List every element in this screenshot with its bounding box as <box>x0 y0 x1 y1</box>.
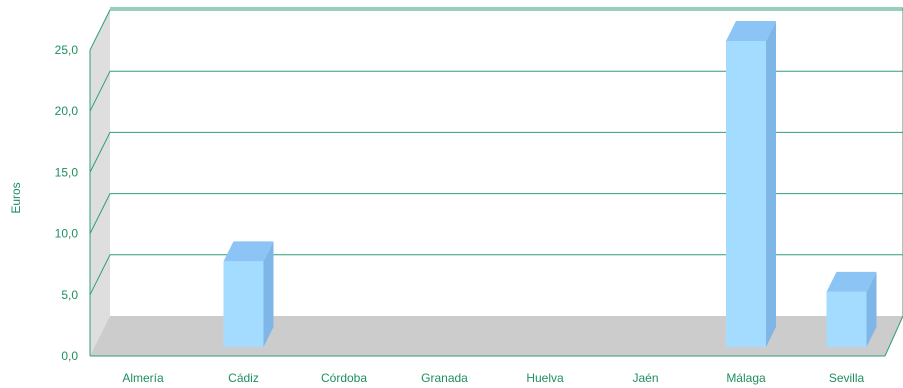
bar-side <box>866 271 877 347</box>
y-tick-label: 0,0 <box>61 349 78 363</box>
bar-side <box>766 21 776 347</box>
x-tick-label: Málaga <box>726 371 766 385</box>
x-tick-label: Jaén <box>632 371 658 385</box>
plot-background <box>90 7 903 356</box>
left-wall <box>90 8 110 356</box>
y-tick-label: 10,0 <box>55 227 79 241</box>
y-tick-label: 5,0 <box>61 288 78 302</box>
y-tick-label: 20,0 <box>55 104 79 118</box>
y-axis-ticks: 0,0 5,0 10,0 15,0 20,0 25,0 <box>55 43 79 363</box>
gridline <box>89 193 903 234</box>
bar-side <box>263 241 274 347</box>
gridline <box>89 9 903 51</box>
floor <box>90 316 903 356</box>
bar-top <box>826 271 877 292</box>
bar-front <box>223 261 264 347</box>
x-tick-label: Córdoba <box>321 371 367 385</box>
x-axis-labels: Almería Cádiz Córdoba Granada Huelva Jaén Mála… <box>122 371 864 385</box>
x-tick-label: Huelva <box>526 371 564 385</box>
x-tick-label: Cádiz <box>228 371 259 385</box>
y-tick-label: 25,0 <box>55 43 79 57</box>
bar-front <box>726 41 766 347</box>
x-tick-label: Almería <box>122 371 164 385</box>
gridline <box>89 70 903 112</box>
bars <box>223 21 877 347</box>
bar-sevilla <box>826 271 877 347</box>
x-tick-label: Granada <box>421 371 468 385</box>
gridlines <box>89 9 903 357</box>
bar-cádiz <box>223 241 274 347</box>
bar-top <box>726 21 776 41</box>
gridline <box>89 254 903 296</box>
y-tick-label: 15,0 <box>55 165 79 179</box>
y-axis-title: Euros <box>9 182 23 213</box>
bar-málaga <box>726 21 776 347</box>
x-tick-label: Sevilla <box>829 371 865 385</box>
bar-front <box>826 291 867 347</box>
bar-top <box>223 241 274 262</box>
floor-right-edge <box>884 315 903 357</box>
gridline <box>89 131 903 173</box>
